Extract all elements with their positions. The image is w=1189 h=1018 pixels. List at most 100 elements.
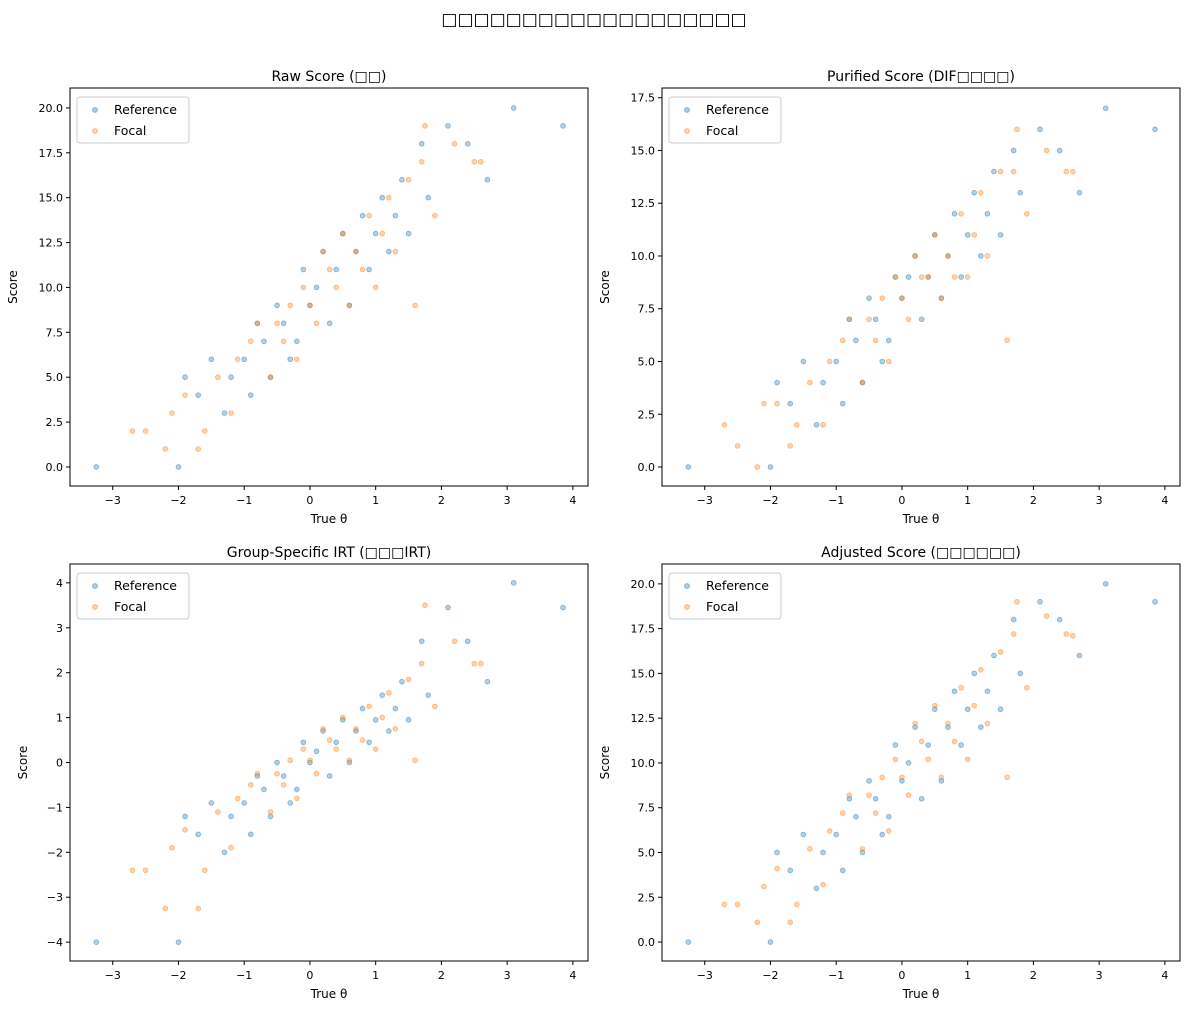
data-point: [859, 846, 866, 852]
data-point: [1017, 670, 1024, 677]
data-point: [1152, 126, 1158, 133]
legend-label-reference: Reference: [706, 102, 769, 117]
data-point: [984, 688, 991, 695]
x-tick-label: −3: [105, 494, 121, 507]
data-point: [918, 738, 925, 745]
data-point: [372, 230, 379, 237]
data-point: [1010, 147, 1017, 154]
data-point: [774, 865, 780, 872]
data-point: [820, 422, 826, 428]
data-point: [892, 756, 899, 763]
data-point: [1076, 189, 1083, 196]
y-tick-label: 7.5: [46, 326, 64, 339]
y-tick-label: 2.5: [638, 891, 656, 904]
subplot-4: Adjusted Score (□□□□□□) −3 −2 −1 0 1 2 3 4 0.0 2.5…: [598, 545, 1181, 1001]
data-point: [372, 746, 379, 752]
data-point: [839, 867, 846, 874]
data-point: [997, 649, 1004, 655]
data-point: [392, 705, 399, 712]
data-point: [405, 717, 412, 723]
subplot-1: Raw Score (□□) −3 −2 −1 0 1 2 3 4 0.0 2.5 5.0 7.5 10.…: [6, 69, 589, 526]
data-point: [247, 392, 254, 398]
y-tick-label: 10.0: [39, 281, 64, 294]
data-point: [280, 338, 287, 345]
data-point: [1024, 684, 1030, 691]
data-point: [958, 742, 964, 748]
data-point: [307, 757, 313, 764]
data-point: [280, 773, 287, 779]
x-tick-label: −3: [105, 969, 121, 982]
data-point: [997, 706, 1004, 713]
data-point: [182, 374, 188, 381]
data-point: [754, 919, 761, 926]
data-point: [951, 210, 958, 217]
data-point: [813, 422, 820, 428]
data-point: [379, 714, 386, 721]
series-reference: [93, 105, 566, 470]
data-point: [247, 831, 254, 838]
y-tick-label: 5.0: [46, 371, 64, 384]
data-point: [418, 638, 425, 645]
data-point: [846, 792, 853, 798]
data-point: [307, 302, 313, 309]
data-point: [261, 338, 267, 345]
x-tick-label: −1: [828, 494, 844, 507]
x-tick-label: 4: [569, 494, 576, 507]
data-point: [761, 400, 767, 407]
y-tick-label: −1: [47, 801, 63, 814]
data-point: [379, 230, 386, 237]
series-focal: [721, 598, 1076, 926]
data-point: [313, 320, 320, 327]
y-tick-label: 20.0: [631, 578, 656, 591]
axes-frame: [661, 563, 1181, 962]
data-point: [386, 728, 392, 734]
subplot-3: Group-Specific IRT (□□□IRT) −3 −2 −1 0 1 2 3 4 −4…: [16, 545, 589, 1001]
data-point: [162, 905, 169, 912]
data-point: [793, 901, 800, 908]
data-point: [800, 831, 807, 838]
data-point: [195, 446, 201, 452]
data-point: [93, 464, 100, 470]
data-point: [326, 320, 333, 327]
data-point: [287, 800, 294, 806]
data-point: [313, 748, 320, 755]
data-point: [958, 684, 964, 691]
data-point: [293, 338, 300, 345]
data-point: [451, 638, 458, 645]
data-point: [866, 316, 872, 323]
data-point: [800, 358, 807, 365]
data-point: [379, 692, 386, 698]
legend: Reference Focal: [668, 96, 782, 144]
y-tick-label: 10.0: [631, 250, 656, 263]
data-point: [379, 194, 386, 201]
data-point: [734, 443, 741, 449]
data-point: [412, 757, 418, 764]
data-point: [905, 760, 912, 766]
data-point: [938, 295, 945, 301]
data-point: [978, 724, 984, 730]
data-point: [432, 703, 438, 710]
data-point: [326, 266, 333, 273]
data-point: [399, 176, 405, 183]
data-point: [826, 828, 833, 834]
x-tick-label: 0: [306, 969, 313, 982]
x-tick-label: −3: [697, 494, 713, 507]
y-tick-label: 0.0: [46, 461, 64, 474]
data-point: [215, 374, 221, 381]
data-point: [774, 400, 780, 407]
data-point: [879, 831, 886, 838]
data-point: [326, 737, 333, 743]
data-point: [932, 232, 938, 238]
data-point: [560, 604, 566, 611]
y-axis-label: Score: [16, 746, 30, 780]
data-point: [1063, 168, 1070, 175]
x-tick-label: −1: [828, 969, 844, 982]
data-point: [195, 831, 201, 838]
data-point: [846, 316, 853, 323]
data-point: [964, 274, 971, 280]
data-point: [560, 123, 566, 129]
data-point: [991, 168, 997, 175]
data-point: [925, 274, 932, 280]
data-point: [129, 428, 136, 434]
data-point: [293, 356, 300, 363]
